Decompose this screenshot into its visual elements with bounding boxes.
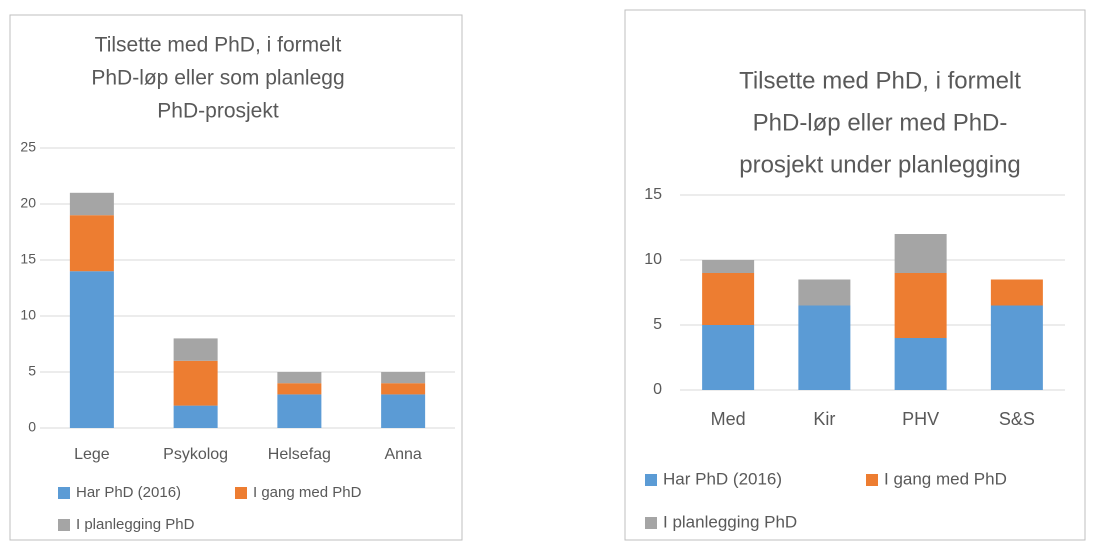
chart-title: PhD-løp eller med PhD- xyxy=(753,109,1008,136)
legend-label: I planlegging PhD xyxy=(76,516,195,533)
bar-segment xyxy=(173,405,218,428)
x-tick-label: Kir xyxy=(813,409,835,429)
bar-segment xyxy=(381,383,426,395)
legend-label: Har PhD (2016) xyxy=(663,469,782,488)
y-tick-label: 10 xyxy=(644,251,662,268)
bar-segment xyxy=(702,325,755,390)
bar-segment xyxy=(702,273,755,325)
legend-label: Har PhD (2016) xyxy=(76,484,181,501)
bar-segment xyxy=(69,215,114,272)
bar-segment xyxy=(798,279,851,306)
legend-label: I gang med PhD xyxy=(253,484,362,501)
bar-segment xyxy=(173,338,218,361)
bar-segment xyxy=(894,273,947,338)
chart-title: Tilsette med PhD, i formelt xyxy=(95,34,342,57)
chart-title: Tilsette med PhD, i formelt xyxy=(739,67,1021,94)
y-tick-label: 20 xyxy=(20,195,36,211)
legend-swatch xyxy=(58,487,70,499)
legend-swatch xyxy=(58,519,70,531)
y-tick-label: 5 xyxy=(28,363,36,379)
bar-segment xyxy=(69,192,114,216)
chart-title: PhD-prosjekt xyxy=(157,100,279,123)
x-tick-label: Med xyxy=(711,409,746,429)
legend-swatch xyxy=(645,474,657,486)
bar-segment xyxy=(381,394,426,428)
legend-swatch xyxy=(235,487,247,499)
legend-swatch xyxy=(866,474,878,486)
bar-segment xyxy=(173,360,218,406)
bar-segment xyxy=(990,305,1043,390)
chart-title: prosjekt under planlegging xyxy=(739,151,1021,178)
bar-segment xyxy=(69,271,114,428)
bar-segment xyxy=(894,338,947,390)
chart-title: PhD-løp eller som planlegg xyxy=(91,67,344,90)
x-tick-label: PHV xyxy=(902,409,939,429)
y-tick-label: 10 xyxy=(20,307,36,323)
bar-segment xyxy=(798,305,851,390)
bar-segment xyxy=(990,279,1043,306)
bar-segment xyxy=(702,260,755,273)
bar-segment xyxy=(894,234,947,273)
legend-label: I gang med PhD xyxy=(884,469,1007,488)
y-tick-label: 5 xyxy=(653,316,662,333)
x-tick-label: Psykolog xyxy=(163,446,228,463)
x-tick-label: Helsefag xyxy=(268,446,331,463)
y-tick-label: 15 xyxy=(20,251,36,267)
bar-segment xyxy=(381,372,426,384)
bar-segment xyxy=(277,383,322,395)
y-tick-label: 25 xyxy=(20,139,36,155)
x-tick-label: Anna xyxy=(384,446,421,463)
x-tick-label: S&S xyxy=(999,409,1035,429)
chart-panel xyxy=(624,9,1086,541)
legend-label: I planlegging PhD xyxy=(663,512,797,531)
y-tick-label: 15 xyxy=(644,186,662,203)
x-tick-label: Lege xyxy=(74,446,110,463)
bar-segment xyxy=(277,372,322,384)
y-tick-label: 0 xyxy=(28,419,36,435)
legend-swatch xyxy=(645,517,657,529)
y-tick-label: 0 xyxy=(653,381,662,398)
bar-segment xyxy=(277,394,322,428)
